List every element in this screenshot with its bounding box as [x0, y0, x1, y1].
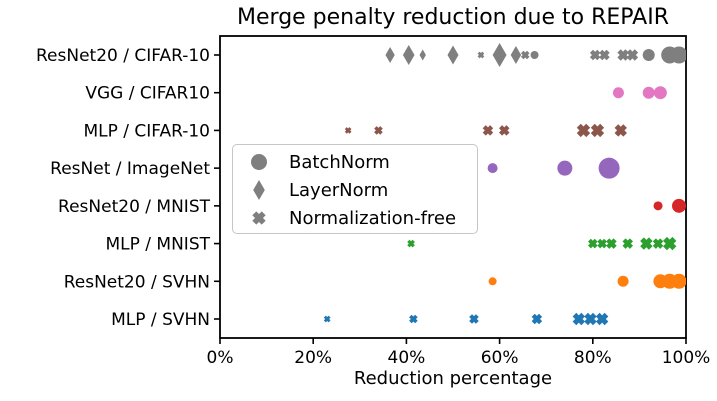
y-tick-label: MLP / MNIST	[106, 235, 211, 255]
data-point	[642, 86, 655, 99]
x-tick-label: 20%	[294, 348, 332, 368]
chart-title: Merge penalty reduction due to REPAIR	[237, 5, 669, 30]
batchnorm-circle-icon	[251, 154, 267, 170]
x-tick-label: 100%	[662, 348, 711, 368]
x-tick-label: 60%	[481, 348, 519, 368]
data-point	[531, 313, 543, 325]
x-tick-label: 0%	[207, 348, 234, 368]
data-point	[572, 312, 586, 326]
data-point	[402, 45, 415, 65]
legend-label-batchnorm: BatchNorm	[289, 151, 390, 173]
data-point	[599, 49, 610, 61]
data-point	[663, 236, 677, 251]
data-point	[584, 312, 597, 326]
data-point	[671, 273, 686, 289]
data-point	[606, 238, 617, 249]
data-point	[595, 312, 609, 326]
data-point	[374, 126, 383, 135]
y-tick-label: ResNet20 / MNIST	[58, 197, 211, 217]
x-tick-label: 80%	[574, 348, 612, 368]
data-point	[588, 238, 598, 249]
y-tick-label: ResNet / ImageNet	[50, 159, 210, 179]
data-point	[409, 314, 418, 324]
axes-frame	[219, 35, 687, 339]
data-point	[617, 275, 629, 287]
data-point	[642, 49, 655, 61]
data-point	[617, 49, 629, 61]
normalization-free-x-icon	[252, 211, 266, 225]
data-point	[614, 124, 627, 137]
data-point	[385, 47, 395, 63]
data-points-layer	[323, 43, 686, 326]
data-point	[597, 238, 607, 249]
data-point	[492, 43, 507, 67]
x-tick-label: 40%	[388, 348, 426, 368]
data-point	[469, 314, 479, 324]
data-point	[510, 46, 522, 64]
legend-entry-layernorm: LayerNorm	[245, 176, 477, 204]
layernorm-diamond-icon	[253, 180, 265, 200]
data-point	[499, 125, 510, 136]
data-point	[477, 51, 485, 59]
data-point	[612, 87, 624, 99]
data-point	[488, 277, 497, 286]
legend-box: BatchNorm LayerNorm Normalization-free	[232, 144, 478, 234]
legend-label-layernorm: LayerNorm	[289, 179, 389, 201]
data-point	[520, 50, 530, 60]
y-tick-label: ResNet20 / SVHN	[64, 272, 210, 292]
data-point	[407, 239, 415, 248]
data-point	[653, 86, 667, 100]
y-tick-label: MLP / SVHN	[111, 310, 210, 330]
legend-entry-normalization-free: Normalization-free	[245, 204, 477, 232]
x-axis-title: Reduction percentage	[353, 368, 553, 389]
data-point	[598, 157, 620, 179]
data-point	[530, 51, 539, 59]
data-point	[576, 123, 591, 138]
data-point	[590, 123, 605, 138]
legend-entry-batchnorm: BatchNorm	[245, 148, 477, 176]
data-point	[670, 46, 686, 64]
data-point	[482, 125, 494, 136]
data-point	[589, 49, 601, 61]
data-point	[557, 160, 573, 176]
legend-label-normalization-free: Normalization-free	[289, 207, 457, 229]
data-point	[622, 238, 634, 249]
data-point	[672, 198, 686, 213]
data-point	[323, 315, 331, 323]
y-tick-label: VGG / CIFAR10	[85, 84, 210, 104]
data-point	[487, 163, 498, 174]
y-tick-label: MLP / CIFAR-10	[83, 121, 210, 141]
data-point	[640, 237, 653, 250]
data-point	[344, 127, 352, 134]
data-point	[447, 45, 459, 65]
data-point	[653, 201, 663, 211]
y-tick-label: ResNet20 / CIFAR-10	[36, 46, 210, 66]
data-point	[652, 238, 664, 249]
data-point	[626, 49, 639, 61]
data-point	[419, 49, 426, 61]
